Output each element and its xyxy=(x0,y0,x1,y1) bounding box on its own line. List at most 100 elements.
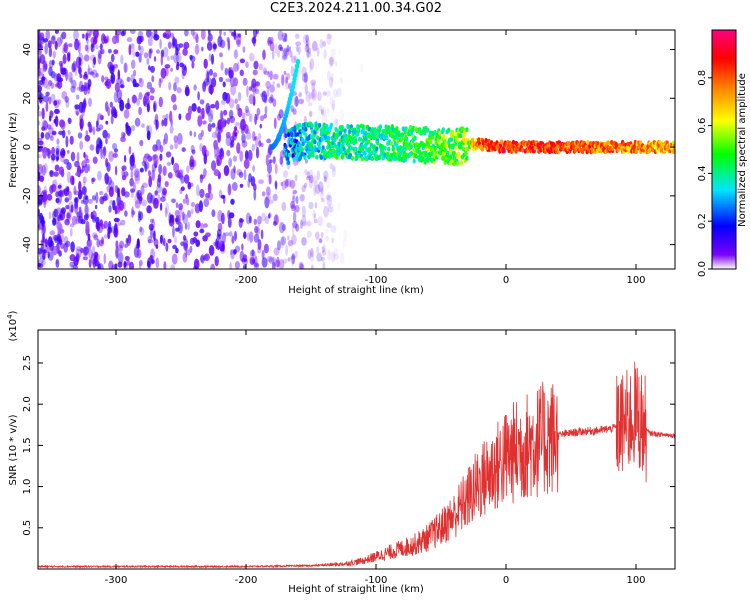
noise-speckle xyxy=(183,174,190,184)
noise-speckle xyxy=(184,86,190,97)
signal-point xyxy=(367,139,371,145)
noise-speckle xyxy=(295,195,299,204)
noise-speckle xyxy=(226,117,230,125)
noise-speckle xyxy=(65,240,71,247)
noise-speckle xyxy=(295,95,299,107)
noise-speckle xyxy=(241,133,246,144)
noise-speckle xyxy=(294,174,298,182)
noise-speckle xyxy=(276,256,280,268)
noise-speckle xyxy=(97,113,102,120)
noise-speckle xyxy=(103,234,108,239)
noise-speckle xyxy=(281,54,288,61)
noise-speckle xyxy=(313,219,318,224)
noise-speckle xyxy=(98,124,104,130)
noise-speckle xyxy=(199,174,206,180)
noise-speckle xyxy=(323,170,329,179)
noise-speckle xyxy=(45,246,50,254)
noise-speckle xyxy=(286,44,290,53)
noise-speckle xyxy=(288,46,292,52)
signal-point xyxy=(395,142,399,148)
signal-point xyxy=(672,147,675,152)
signal-point xyxy=(296,151,300,157)
noise-speckle xyxy=(70,85,76,93)
noise-speckle xyxy=(149,255,153,261)
noise-speckle xyxy=(70,77,73,85)
signal-point xyxy=(320,148,324,154)
noise-speckle xyxy=(141,123,145,128)
noise-speckle xyxy=(189,155,194,168)
noise-speckle xyxy=(148,65,151,71)
noise-speckle xyxy=(227,183,232,196)
noise-speckle xyxy=(228,212,235,219)
noise-speckle xyxy=(43,95,50,103)
spectrogram-y-axis-label: Frequency (Hz) xyxy=(8,112,19,188)
noise-speckle xyxy=(267,162,272,174)
noise-speckle xyxy=(330,210,334,217)
noise-speckle xyxy=(53,234,59,242)
noise-speckle xyxy=(172,104,178,111)
noise-speckle xyxy=(82,100,87,109)
noise-speckle xyxy=(186,165,190,174)
noise-speckle xyxy=(135,51,140,57)
noise-speckle xyxy=(40,175,44,183)
signal-point xyxy=(399,136,404,142)
noise-speckle xyxy=(229,135,235,143)
noise-speckle xyxy=(39,212,44,224)
signal-point xyxy=(357,125,361,131)
noise-speckle xyxy=(256,263,260,269)
noise-speckle xyxy=(66,186,70,193)
noise-speckle xyxy=(305,40,309,47)
noise-speckle xyxy=(106,176,112,186)
noise-speckle xyxy=(325,235,329,242)
noise-speckle xyxy=(223,109,228,116)
noise-speckle xyxy=(203,168,207,177)
signal-point xyxy=(606,140,610,146)
noise-speckle xyxy=(92,57,96,69)
noise-speckle xyxy=(38,146,43,153)
snr-x-axis-label: Height of straight line (km) xyxy=(288,584,424,595)
noise-speckle xyxy=(42,233,45,243)
noise-speckle xyxy=(291,253,296,265)
noise-speckle xyxy=(321,256,325,262)
noise-speckle xyxy=(285,72,291,81)
noise-speckle xyxy=(202,223,208,228)
noise-speckle xyxy=(38,137,43,143)
noise-speckle xyxy=(329,162,333,170)
signal-point xyxy=(449,154,453,160)
noise-speckle xyxy=(82,176,87,184)
noise-speckle xyxy=(123,154,127,163)
noise-speckle xyxy=(65,135,69,148)
noise-speckle xyxy=(326,33,332,45)
noise-speckle xyxy=(47,124,52,130)
noise-speckle xyxy=(283,70,287,76)
noise-speckle xyxy=(81,186,87,195)
noise-speckle xyxy=(41,119,48,131)
noise-speckle xyxy=(95,72,99,78)
noise-speckle xyxy=(63,42,69,54)
noise-speckle xyxy=(205,102,211,115)
noise-speckle xyxy=(75,39,81,47)
noise-speckle xyxy=(234,261,240,269)
noise-speckle xyxy=(73,197,79,203)
noise-speckle xyxy=(248,113,253,123)
noise-speckle xyxy=(90,30,93,35)
noise-speckle xyxy=(336,87,342,98)
noise-speckle xyxy=(43,162,48,174)
noise-speckle xyxy=(181,168,185,173)
noise-speckle xyxy=(178,206,183,218)
signal-point xyxy=(403,129,407,135)
noise-speckle xyxy=(162,114,166,120)
noise-speckle xyxy=(41,140,45,153)
noise-speckle xyxy=(88,124,93,133)
noise-speckle xyxy=(47,148,51,159)
snr-y-tick-label: 1.5 xyxy=(22,437,33,453)
noise-speckle xyxy=(124,255,130,261)
noise-speckle xyxy=(64,197,70,203)
noise-speckle xyxy=(123,62,128,73)
noise-speckle xyxy=(38,185,41,195)
noise-speckle xyxy=(252,131,256,142)
spectrogram-y-tick-label: 20 xyxy=(22,92,33,105)
noise-speckle xyxy=(119,240,125,249)
noise-speckle xyxy=(253,262,260,268)
signal-point xyxy=(369,135,373,141)
